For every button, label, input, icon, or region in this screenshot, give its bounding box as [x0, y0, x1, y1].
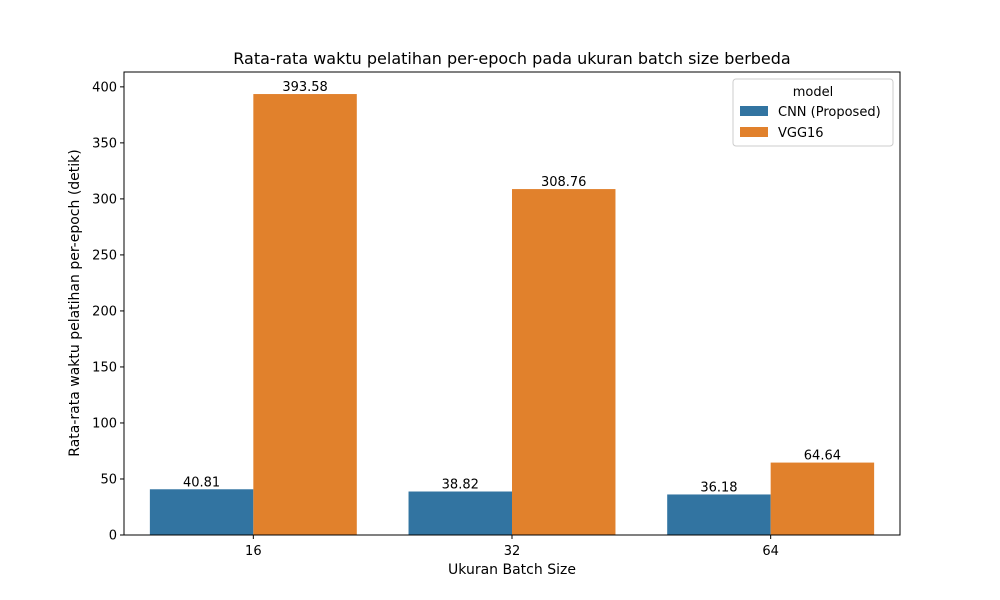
y-tick-label: 350: [92, 136, 117, 151]
legend-entry-label: VGG16: [778, 126, 824, 141]
bar-value-label: 64.64: [804, 449, 841, 464]
legend-entry-label: CNN (Proposed): [778, 105, 881, 120]
bar: [408, 491, 512, 535]
y-tick-label: 0: [109, 529, 117, 544]
legend: model CNN (Proposed) VGG16: [732, 78, 894, 147]
x-tick-label: 16: [245, 544, 262, 559]
bar: [253, 94, 357, 536]
bar: [667, 494, 771, 535]
bar-value-label: 40.81: [183, 475, 220, 490]
bar-value-label: 308.76: [541, 175, 587, 190]
legend-box: [732, 78, 894, 147]
x-axis-label: Ukuran Batch Size: [448, 562, 576, 578]
bar: [512, 189, 616, 535]
legend-title: model: [793, 85, 833, 100]
y-axis-label: Rata-rata waktu pelatihan per-epoch (det…: [67, 149, 83, 456]
legend-swatch: [740, 106, 768, 116]
y-tick-label: 150: [92, 360, 117, 375]
chart-title: Rata-rata waktu pelatihan per-epoch pada…: [233, 49, 790, 68]
x-axis: 16 32 64: [245, 535, 779, 559]
y-tick-label: 100: [92, 416, 117, 431]
bar: [770, 462, 875, 535]
legend-swatch: [740, 127, 768, 137]
bar-value-label: 393.58: [282, 80, 328, 95]
bar-labels-layer: 40.81 38.82 36.18 393.58 308.76 64.64: [183, 80, 841, 495]
y-tick-label: 200: [92, 304, 117, 319]
legend-items: CNN (Proposed) VGG16: [740, 105, 881, 141]
x-tick-label: 32: [504, 544, 521, 559]
bars-layer: [149, 94, 875, 536]
y-tick-label: 300: [92, 192, 117, 207]
y-axis: 0 50 100 150 200 250 300 350 400: [92, 80, 124, 544]
bar: [149, 489, 254, 535]
y-tick-label: 250: [92, 248, 117, 263]
bar-value-label: 36.18: [700, 480, 737, 495]
y-tick-label: 50: [100, 472, 117, 487]
bar-value-label: 38.82: [442, 478, 479, 493]
y-tick-label: 400: [92, 80, 117, 95]
x-tick-label: 64: [762, 544, 779, 559]
